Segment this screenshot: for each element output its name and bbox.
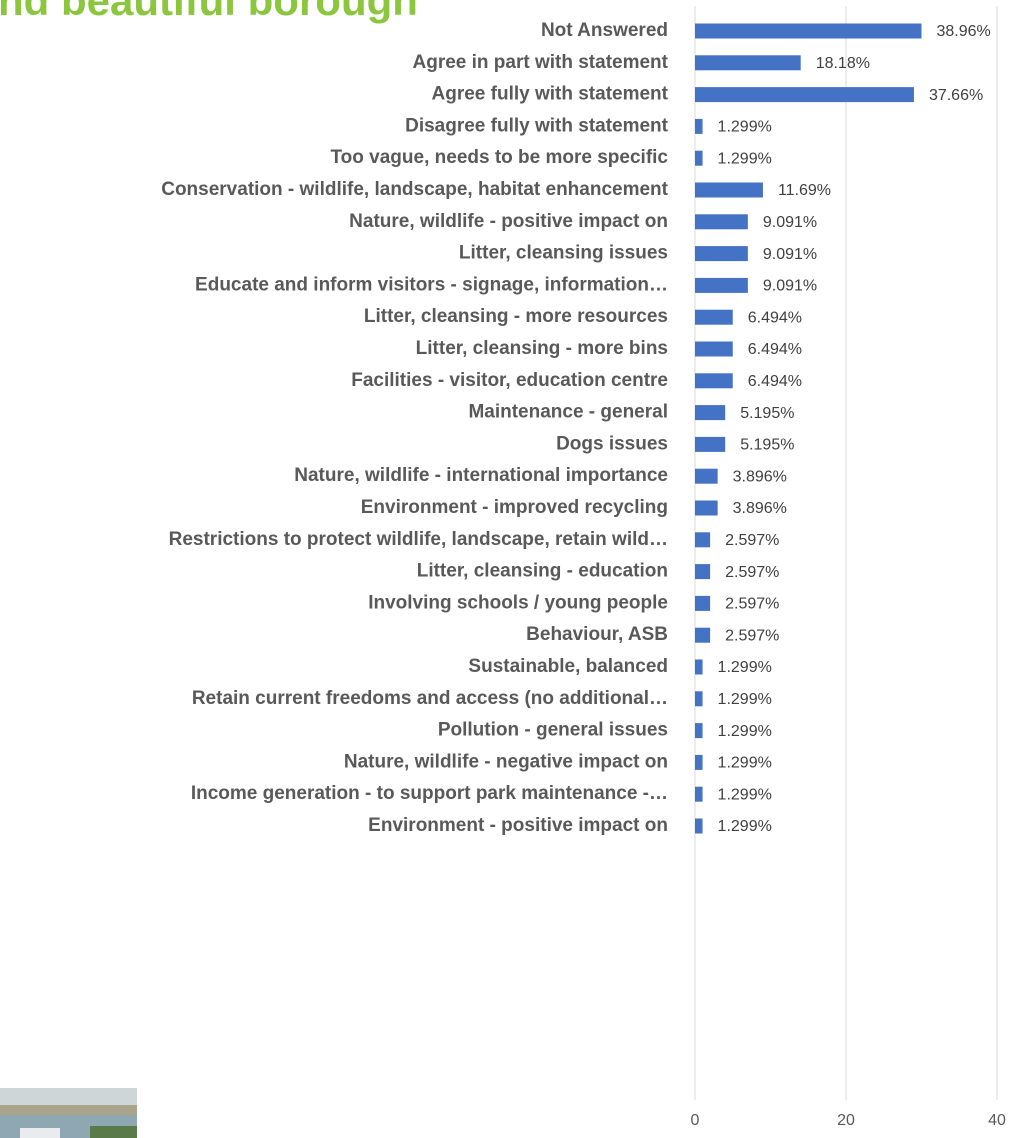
category-label: Environment - positive impact on <box>368 815 668 836</box>
data-label: 2.597% <box>725 564 779 581</box>
data-label: 3.896% <box>733 468 787 485</box>
bar <box>695 341 733 357</box>
data-label: 2.597% <box>725 596 779 613</box>
bar <box>695 55 801 71</box>
data-label: 38.96% <box>937 23 991 40</box>
bar <box>695 786 703 802</box>
data-label: 1.299% <box>718 786 772 803</box>
data-label: 6.494% <box>748 373 802 390</box>
bar <box>695 118 703 134</box>
data-label: 1.299% <box>718 755 772 772</box>
data-label: 18.18% <box>816 55 870 72</box>
bar <box>695 182 763 198</box>
data-label: 11.69% <box>778 182 831 199</box>
category-label: Agree in part with statement <box>413 52 669 73</box>
category-label: Conservation - wildlife, landscape, habi… <box>161 179 668 200</box>
category-label: Educate and inform visitors - signage, i… <box>195 274 668 295</box>
category-label: Pollution - general issues <box>438 720 668 741</box>
bar <box>695 818 703 834</box>
category-label: Too vague, needs to be more specific <box>330 147 668 168</box>
bar <box>695 627 711 643</box>
bar <box>695 87 914 103</box>
data-label: 5.195% <box>740 437 794 454</box>
data-label: 6.494% <box>748 309 802 326</box>
category-label: Disagree fully with statement <box>405 115 669 136</box>
category-label: Litter, cleansing - more resources <box>364 306 668 327</box>
data-label: 3.896% <box>733 500 787 517</box>
data-label: 5.195% <box>740 405 794 422</box>
category-label: Agree fully with statement <box>432 84 669 105</box>
data-label: 1.299% <box>718 723 772 740</box>
data-label: 1.299% <box>718 818 772 835</box>
bar <box>695 595 711 611</box>
category-label: Environment - improved recycling <box>361 497 668 518</box>
bar <box>695 277 748 293</box>
data-label: 1.299% <box>718 119 772 136</box>
bar <box>695 23 922 39</box>
data-label: 37.66% <box>929 87 983 104</box>
data-label: 9.091% <box>763 214 817 231</box>
category-label: Restrictions to protect wildlife, landsc… <box>169 529 668 550</box>
category-label: Dogs issues <box>556 433 668 454</box>
bar <box>695 564 711 580</box>
data-label: 6.494% <box>748 341 802 358</box>
category-label: Sustainable, balanced <box>468 656 668 677</box>
data-label: 1.299% <box>718 150 772 167</box>
bar <box>695 500 718 516</box>
bar <box>695 723 703 739</box>
category-label: Not Answered <box>541 20 668 41</box>
category-label: Maintenance - general <box>468 402 668 423</box>
bar <box>695 754 703 770</box>
data-label: 9.091% <box>763 246 817 263</box>
bar <box>695 214 748 230</box>
data-label: 2.597% <box>725 532 779 549</box>
category-label: Nature, wildlife - negative impact on <box>344 751 668 772</box>
x-tick-label: 40 <box>988 1112 1006 1129</box>
category-label: Behaviour, ASB <box>526 624 668 645</box>
category-label: Litter, cleansing - more bins <box>416 338 668 359</box>
data-label: 1.299% <box>718 659 772 676</box>
data-label: 1.299% <box>718 691 772 708</box>
category-label: Income generation - to support park main… <box>191 783 668 804</box>
data-label: 9.091% <box>763 278 817 295</box>
chart-title: nd beautiful borough <box>0 0 418 24</box>
category-label: Retain current freedoms and access (no a… <box>192 688 668 709</box>
category-label: Facilities - visitor, education centre <box>351 370 668 391</box>
bar <box>695 436 726 452</box>
category-label: Nature, wildlife - positive impact on <box>349 211 668 232</box>
category-label: Involving schools / young people <box>368 592 668 613</box>
bar <box>695 246 748 262</box>
x-tick-label: 0 <box>691 1112 700 1129</box>
category-label: Litter, cleansing - education <box>417 561 668 582</box>
category-label: Litter, cleansing issues <box>459 243 668 264</box>
x-tick-label: 20 <box>837 1112 855 1129</box>
bar <box>695 405 726 421</box>
bar <box>695 468 718 484</box>
bar <box>695 150 703 166</box>
bar <box>695 373 733 389</box>
bar <box>695 309 733 325</box>
data-label: 2.597% <box>725 627 779 644</box>
photo-fragment <box>0 1088 137 1138</box>
bar <box>695 532 711 548</box>
bar <box>695 691 703 707</box>
category-label: Nature, wildlife - international importa… <box>294 465 668 486</box>
bar <box>695 659 703 675</box>
